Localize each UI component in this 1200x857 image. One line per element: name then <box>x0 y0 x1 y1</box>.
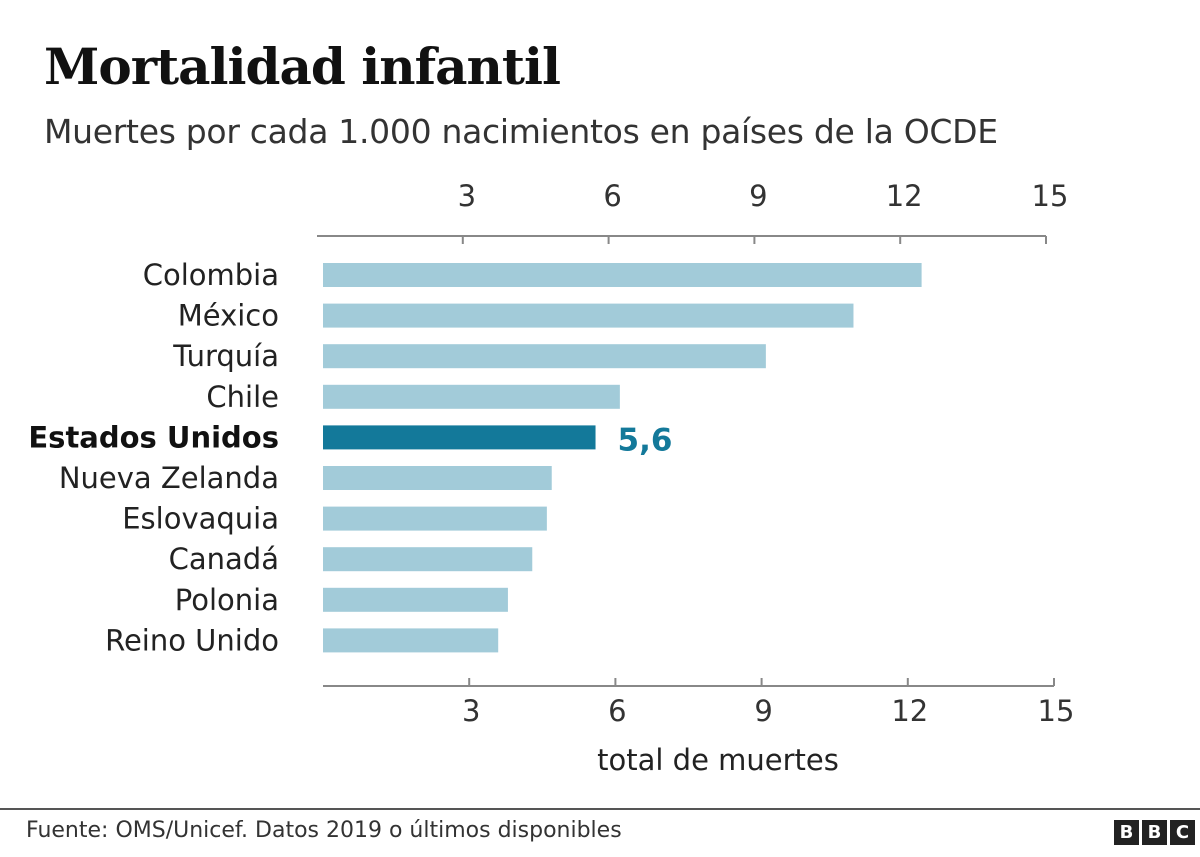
top-tick-label: 12 <box>886 179 923 213</box>
logo-block: C <box>1170 820 1195 845</box>
chart-subtitle: Muertes por cada 1.000 nacimientos en pa… <box>44 112 998 151</box>
bottom-tick-label: 12 <box>891 694 928 728</box>
bar-chart: 3 6 9 12 15 3 6 9 12 15 5,6 Colombia México Turquí… <box>28 179 1074 777</box>
category-label: Estados Unidos <box>28 420 279 454</box>
bar <box>323 263 922 287</box>
top-axis: 3 6 9 12 15 <box>317 179 1068 244</box>
category-label: Polonia <box>175 583 279 617</box>
bar <box>323 506 547 531</box>
bottom-tick-label: 15 <box>1038 694 1075 728</box>
logo-block: B <box>1142 820 1167 845</box>
category-label: Canadá <box>169 542 279 576</box>
bottom-tick-label: 3 <box>462 694 480 728</box>
bottom-tick-label: 9 <box>754 694 772 728</box>
source-note: Fuente: OMS/Unicef. Datos 2019 o últimos… <box>26 818 622 843</box>
top-tick-label: 3 <box>458 179 476 213</box>
x-axis-title: total de muertes <box>597 743 839 777</box>
bar <box>323 587 508 612</box>
bar <box>323 425 596 450</box>
category-label: Colombia <box>143 258 279 292</box>
logo-block: B <box>1114 820 1139 845</box>
category-label: Eslovaquia <box>122 502 279 536</box>
chart-title: Mortalidad infantil <box>44 37 561 96</box>
bars-group: 5,6 <box>323 263 922 653</box>
category-label: Reino Unido <box>105 623 279 657</box>
category-label: Turquía <box>172 339 279 373</box>
top-tick-label: 6 <box>603 179 621 213</box>
bar <box>323 303 854 328</box>
category-label: Nueva Zelanda <box>59 461 279 495</box>
bar <box>323 547 533 572</box>
category-label: Chile <box>206 380 279 414</box>
bar <box>323 384 620 409</box>
top-tick-label: 15 <box>1032 179 1069 213</box>
bar <box>323 628 499 653</box>
footer-divider <box>0 808 1200 810</box>
bottom-axis: 3 6 9 12 15 <box>323 678 1074 728</box>
category-label: México <box>178 299 279 333</box>
bar <box>323 344 766 369</box>
highlight-value-label: 5,6 <box>618 422 673 458</box>
top-tick-label: 9 <box>749 179 767 213</box>
category-labels: Colombia México Turquía Chile Estados Unidos… <box>28 258 279 657</box>
bar <box>323 466 552 490</box>
bottom-tick-label: 6 <box>608 694 626 728</box>
